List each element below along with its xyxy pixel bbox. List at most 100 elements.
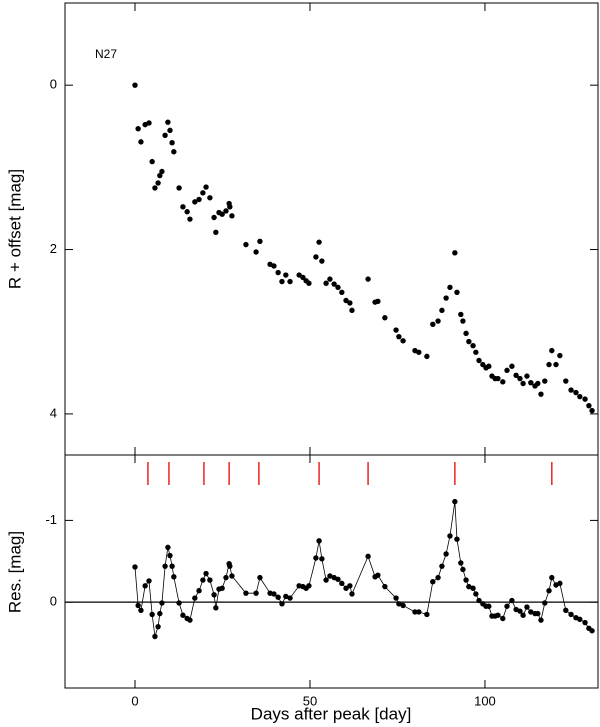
data-point: [253, 249, 259, 255]
data-point: [327, 276, 333, 282]
data-point: [500, 615, 506, 622]
data-point: [283, 593, 289, 600]
data-point: [180, 204, 186, 210]
data-point: [535, 380, 541, 387]
data-point: [162, 132, 168, 139]
data-point: [538, 617, 544, 623]
data-point: [243, 590, 249, 596]
data-point: [187, 617, 193, 623]
data-point: [146, 120, 152, 126]
data-point: [180, 612, 186, 618]
data-point: [135, 602, 141, 609]
x-tick-label: 0: [131, 693, 138, 708]
data-point: [257, 238, 263, 245]
data-point: [486, 603, 492, 609]
data-point: [509, 597, 515, 604]
data-point: [452, 498, 458, 505]
data-point: [520, 612, 526, 618]
data-point: [424, 611, 430, 618]
data-point: [542, 378, 548, 384]
data-point: [396, 601, 402, 607]
data-point: [504, 603, 510, 609]
data-point: [557, 352, 563, 359]
data-point: [227, 204, 233, 210]
data-point: [279, 278, 285, 285]
data-point: [138, 607, 144, 614]
data-point: [132, 564, 138, 570]
data-point: [393, 327, 399, 333]
data-point: [416, 349, 422, 355]
data-point: [365, 276, 371, 282]
data-point: [296, 272, 302, 278]
data-point: [443, 551, 449, 557]
data-point: [549, 347, 555, 354]
data-point: [463, 330, 469, 337]
data-point: [435, 318, 441, 324]
y-tick-label: 2: [50, 241, 57, 256]
x-tick-label: 50: [303, 693, 317, 708]
data-point: [229, 213, 235, 219]
data-point: [200, 190, 206, 196]
data-point: [517, 608, 523, 614]
data-point: [159, 600, 165, 606]
y-axis-label: Res. [mag]: [5, 531, 24, 613]
data-point: [142, 583, 148, 589]
data-point: [466, 338, 472, 345]
data-point: [577, 616, 583, 623]
data-point: [196, 588, 202, 594]
x-axis-label: Days after peak [day]: [251, 704, 412, 723]
data-point: [382, 583, 388, 590]
data-point: [375, 298, 381, 305]
data-point: [412, 609, 418, 615]
data-point: [313, 555, 319, 561]
data-point: [473, 349, 479, 355]
data-point: [460, 566, 466, 573]
data-point: [343, 585, 349, 591]
data-point: [589, 407, 595, 414]
data-point: [582, 396, 588, 402]
data-point: [169, 563, 175, 569]
data-point: [132, 82, 138, 88]
data-point: [213, 229, 219, 235]
data-point: [542, 600, 548, 606]
data-point: [452, 250, 458, 256]
data-point: [343, 297, 349, 304]
data-point: [486, 363, 492, 369]
data-point: [424, 353, 430, 360]
data-point: [546, 361, 552, 368]
data-point: [430, 321, 436, 328]
data-point: [573, 389, 579, 396]
data-point: [557, 580, 563, 587]
y-tick-label: 0: [50, 594, 57, 609]
data-point: [586, 402, 592, 409]
plot-frame: [64, 2, 599, 456]
data-point: [416, 609, 422, 615]
data-point: [138, 139, 144, 145]
data-point: [219, 585, 225, 591]
data-point: [589, 628, 595, 634]
data-point: [211, 592, 217, 598]
data-point: [253, 590, 259, 596]
data-point: [458, 311, 464, 318]
data-point: [454, 536, 460, 542]
data-point: [563, 607, 569, 614]
data-point: [152, 633, 158, 640]
data-point: [211, 214, 217, 221]
data-point: [582, 619, 588, 626]
data-point: [207, 195, 213, 201]
data-point: [207, 577, 213, 583]
data-point: [275, 594, 281, 600]
data-point: [577, 393, 583, 400]
plot-frame: [64, 454, 599, 689]
data-point: [306, 280, 312, 286]
data-point: [365, 553, 371, 560]
data-point: [223, 574, 229, 581]
data-point: [219, 211, 225, 217]
data-point: [375, 572, 381, 578]
data-point: [316, 239, 322, 245]
data-point: [152, 185, 158, 191]
data-point: [524, 604, 530, 610]
data-point: [192, 595, 198, 601]
data-point: [509, 363, 515, 369]
